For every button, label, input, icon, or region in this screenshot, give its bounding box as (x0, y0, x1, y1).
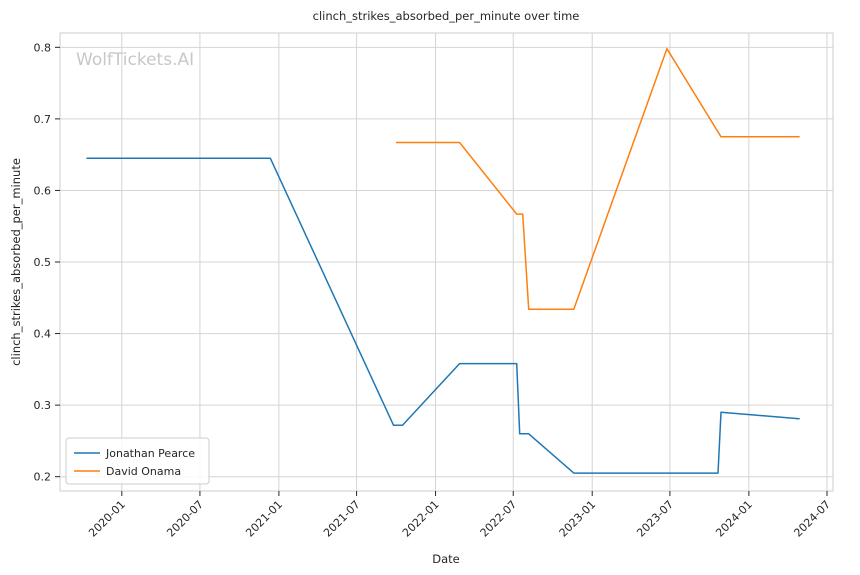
y-tick-label: 0.8 (34, 41, 52, 54)
x-tick-label: 2024-07 (791, 498, 833, 540)
x-tick-label: 2022-07 (478, 498, 520, 540)
chart-title: clinch_strikes_absorbed_per_minute over … (313, 9, 580, 23)
y-tick-label: 0.4 (34, 328, 52, 341)
watermark: WolfTickets.AI (76, 50, 194, 70)
x-tick-label: 2020-01 (86, 498, 128, 540)
y-tick-label: 0.7 (34, 113, 52, 126)
grid-layer (60, 33, 833, 491)
y-tick-label: 0.3 (34, 399, 52, 412)
x-axis-title: Date (432, 552, 460, 566)
x-tick-label: 2021-01 (243, 498, 285, 540)
x-tick-label: 2021-07 (321, 498, 363, 540)
x-axis-ticks: 2020-01 2020-07 2021-01 2021-07 2022-01 2022-… (86, 491, 833, 540)
legend-box (65, 437, 210, 485)
series-line-david-onama (395, 47, 800, 310)
x-tick-label: 2022-01 (400, 498, 442, 540)
x-tick-label: 2023-07 (634, 498, 676, 540)
series-line-jonathan-pearce (86, 157, 800, 474)
x-tick-label: 2023-01 (557, 498, 599, 540)
x-tick-label: 2024-01 (713, 498, 755, 540)
y-axis-ticks: 0.2 0.3 0.4 0.5 0.6 0.7 0.8 (34, 41, 60, 484)
y-tick-label: 0.6 (34, 184, 52, 197)
legend-label-david-onama: David Onama (106, 465, 181, 478)
series-layer (86, 47, 800, 474)
legend-label-jonathan-pearce: Jonathan Pearce (105, 447, 195, 460)
y-axis-title: clinch_strikes_absorbed_per_minute (9, 158, 23, 366)
x-tick-label: 2020-07 (164, 498, 206, 540)
y-tick-label: 0.2 (34, 471, 52, 484)
y-tick-label: 0.5 (34, 256, 52, 269)
legend: Jonathan Pearce David Onama (65, 437, 210, 485)
